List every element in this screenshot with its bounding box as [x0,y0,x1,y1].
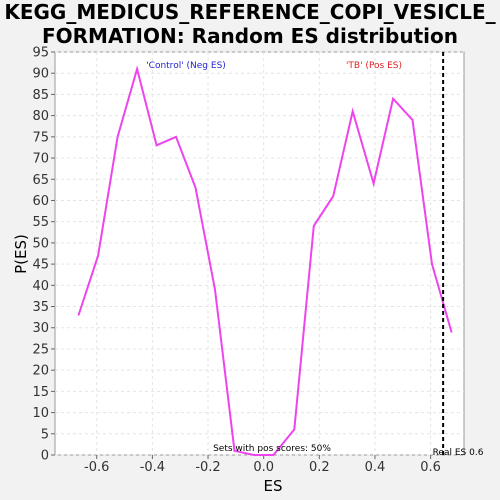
series-point [372,182,375,185]
series-point [253,454,255,456]
series-point [194,186,197,189]
y-tick-label: 60 [32,194,49,209]
sets-pos-scores: Sets with pos scores: 50% [213,444,331,454]
series-point [450,331,453,333]
series-point [351,110,354,113]
y-tick-label: 85 [32,88,49,103]
series-point [293,428,296,431]
grid [55,51,464,456]
series-point [411,119,414,121]
x-axis-label: ES [264,477,283,495]
y-tick-label: 40 [32,279,49,294]
x-tick-label: 0.2 [309,460,330,475]
y-tick-label: 45 [32,258,49,273]
x-tick-label: 0.6 [420,460,441,475]
y-tick-label: 50 [32,236,49,251]
y-tick-label: 55 [32,215,49,230]
y-tick-label: 75 [32,130,49,145]
series-point [116,136,119,138]
pos-es-annotation: 'TB' (Pos ES) [346,61,402,71]
series-point [272,454,275,456]
series-point [233,449,236,452]
series-point [77,314,80,316]
series-point [312,225,315,227]
y-axis-label: P(ES) [12,234,30,274]
y-axis-ticks: 0 5 10 15 20 25 30 35 40 45 50 55 60 65 70 75 80 85 90 95 [32,46,55,464]
series-point [431,263,433,265]
series-point [214,288,216,291]
y-tick-label: 65 [32,173,49,188]
series-point [155,144,158,147]
series-point [136,68,138,70]
y-tick-label: 30 [32,321,49,336]
y-tick-label: 80 [32,109,49,124]
y-tick-label: 95 [32,46,49,61]
neg-es-annotation: 'Control' (Neg ES) [146,61,226,71]
y-tick-label: 10 [32,406,49,421]
y-tick-label: 35 [32,300,49,315]
y-tick-label: 20 [32,364,49,379]
x-axis-ticks: -0.6 -0.4 -0.2 0.0 0.2 0.4 0.6 [84,455,441,475]
series-layer [77,65,453,456]
x-tick-label: -0.4 [140,460,165,475]
y-tick-label: 15 [32,385,49,400]
chart-title-line2: FORMATION: Random ES distribution [41,24,458,48]
chart-title-line1: KEGG_MEDICUS_REFERENCE_COPI_VESICLE_ [4,0,496,24]
series-point [332,195,335,198]
series-line [77,65,453,456]
x-tick-label: -0.6 [84,460,109,475]
series-point [97,254,99,257]
x-tick-label: 0.0 [253,460,274,475]
series-point [392,97,394,100]
y-tick-label: 25 [32,342,49,357]
y-tick-label: 90 [32,67,49,82]
x-tick-label: 0.4 [365,460,386,475]
y-tick-label: 0 [41,449,49,464]
y-tick-label: 5 [41,427,49,442]
real-es-label: Real ES 0.6 [433,448,484,458]
x-tick-label: -0.2 [195,460,220,475]
y-tick-label: 70 [32,152,49,167]
series-point [175,136,177,138]
plot-area [54,51,465,456]
